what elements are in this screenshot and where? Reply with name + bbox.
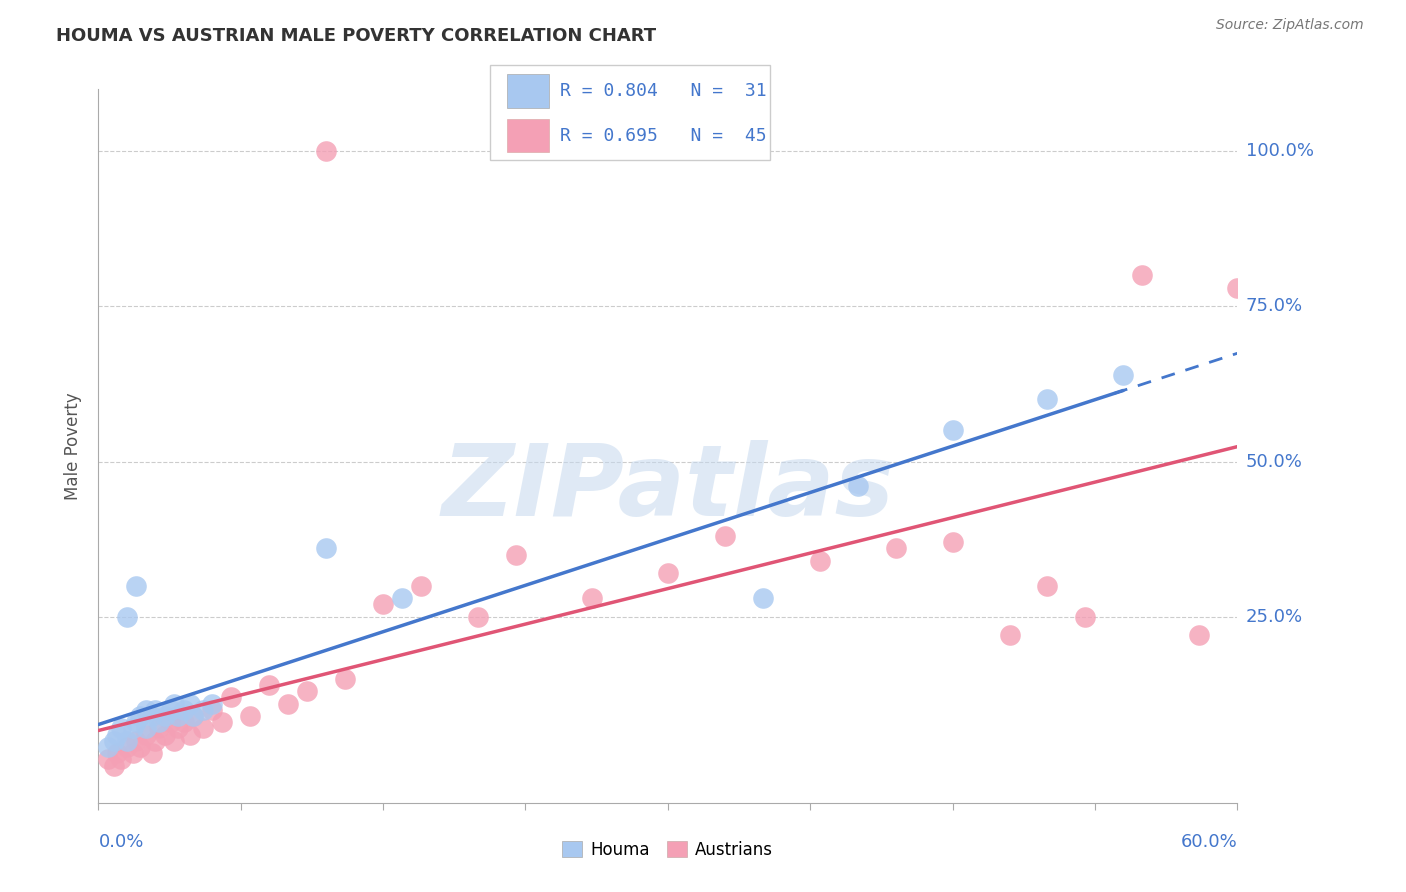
Point: [752, 591, 775, 605]
FancyBboxPatch shape: [491, 65, 770, 160]
FancyBboxPatch shape: [508, 75, 550, 108]
Point: [148, 722, 170, 736]
Point: [411, 579, 433, 593]
Point: [191, 722, 214, 736]
Point: [179, 697, 201, 711]
Point: [145, 733, 167, 747]
Point: [221, 690, 243, 705]
Point: [125, 733, 148, 747]
Point: [335, 672, 357, 686]
Point: [125, 715, 148, 730]
Point: [107, 746, 129, 760]
Point: [201, 703, 224, 717]
Point: [129, 739, 152, 754]
Point: [135, 703, 157, 717]
Point: [1132, 268, 1154, 283]
Text: 0.0%: 0.0%: [98, 833, 143, 851]
Point: [97, 752, 120, 766]
Point: [121, 746, 143, 760]
Point: [121, 722, 143, 736]
Point: [1112, 368, 1135, 382]
Legend: Houma, Austrians: Houma, Austrians: [555, 835, 780, 866]
Point: [211, 715, 233, 730]
Text: 25.0%: 25.0%: [1246, 607, 1303, 625]
Text: 60.0%: 60.0%: [1181, 833, 1237, 851]
Y-axis label: Male Poverty: Male Poverty: [65, 392, 83, 500]
Point: [153, 727, 176, 741]
Point: [846, 479, 869, 493]
Point: [391, 591, 413, 605]
Point: [183, 709, 205, 723]
Point: [315, 145, 337, 159]
Point: [148, 715, 170, 730]
Point: [714, 529, 737, 543]
Point: [97, 739, 120, 754]
Point: [107, 727, 129, 741]
Point: [103, 758, 125, 772]
Point: [163, 733, 186, 747]
Point: [167, 722, 190, 736]
Point: [942, 424, 965, 438]
Point: [135, 722, 157, 736]
Point: [129, 709, 152, 723]
Text: ZIPatlas: ZIPatlas: [441, 441, 894, 537]
Point: [191, 703, 214, 717]
Point: [145, 703, 167, 717]
Point: [179, 727, 201, 741]
Text: R = 0.695   N =  45: R = 0.695 N = 45: [561, 127, 766, 145]
Point: [135, 727, 157, 741]
Point: [1074, 609, 1097, 624]
Point: [315, 541, 337, 556]
Point: [998, 628, 1021, 642]
Point: [1036, 392, 1059, 407]
Point: [277, 697, 299, 711]
Point: [371, 597, 394, 611]
Point: [110, 722, 132, 736]
Point: [239, 709, 262, 723]
Point: [942, 535, 965, 549]
Text: 50.0%: 50.0%: [1246, 452, 1302, 470]
Point: [1226, 281, 1249, 295]
Point: [259, 678, 281, 692]
Point: [141, 709, 163, 723]
Point: [115, 733, 138, 747]
Point: [153, 709, 176, 723]
Point: [201, 697, 224, 711]
Point: [657, 566, 679, 581]
Text: 75.0%: 75.0%: [1246, 297, 1303, 316]
Point: [581, 591, 603, 605]
Point: [163, 697, 186, 711]
Text: HOUMA VS AUSTRIAN MALE POVERTY CORRELATION CHART: HOUMA VS AUSTRIAN MALE POVERTY CORRELATI…: [56, 27, 657, 45]
Point: [505, 548, 527, 562]
Point: [884, 541, 907, 556]
Point: [297, 684, 319, 698]
Point: [103, 733, 125, 747]
Point: [115, 609, 138, 624]
FancyBboxPatch shape: [508, 120, 550, 153]
Text: Source: ZipAtlas.com: Source: ZipAtlas.com: [1216, 18, 1364, 32]
Point: [1188, 628, 1211, 642]
Point: [115, 739, 138, 754]
Point: [159, 715, 181, 730]
Text: 100.0%: 100.0%: [1246, 142, 1313, 161]
Point: [173, 715, 195, 730]
Text: R = 0.804   N =  31: R = 0.804 N = 31: [561, 82, 766, 100]
Point: [159, 703, 181, 717]
Point: [183, 709, 205, 723]
Point: [1036, 579, 1059, 593]
Point: [125, 579, 148, 593]
Point: [467, 609, 489, 624]
Point: [110, 752, 132, 766]
Point: [808, 554, 831, 568]
Point: [141, 746, 163, 760]
Point: [167, 709, 190, 723]
Point: [173, 703, 195, 717]
